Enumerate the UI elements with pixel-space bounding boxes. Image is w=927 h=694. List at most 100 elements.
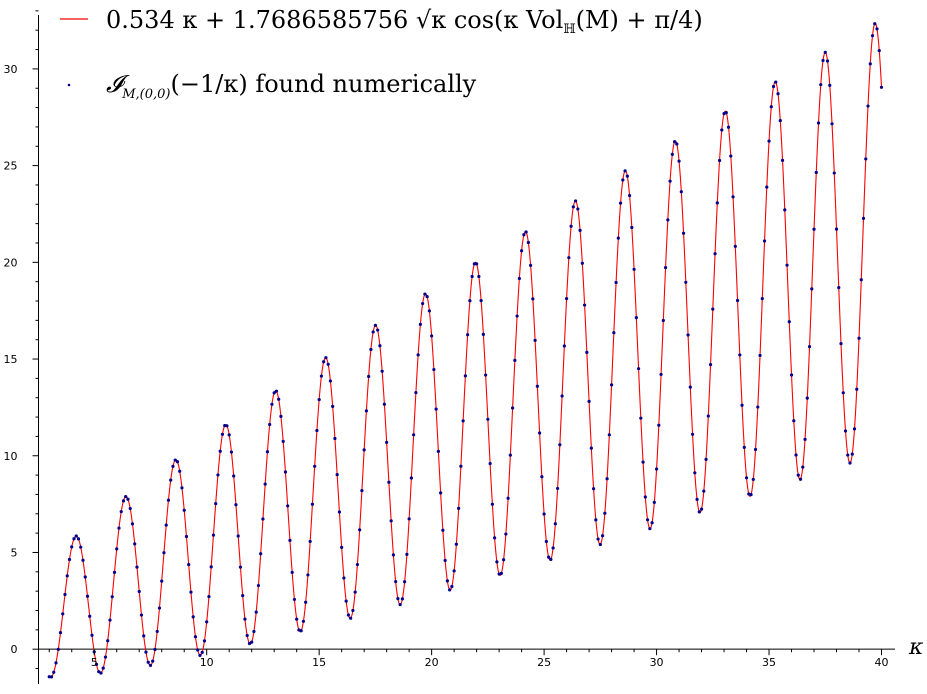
data-point (432, 367, 436, 372)
data-point (169, 478, 173, 482)
x-tick-label: 25 (537, 656, 551, 669)
data-point (205, 620, 209, 624)
y-tick-label: 25 (4, 160, 18, 173)
data-point (103, 655, 108, 659)
data-point (506, 496, 510, 500)
data-point (421, 301, 425, 306)
data-point (776, 92, 780, 96)
data-point (560, 394, 564, 398)
data-point (877, 49, 881, 53)
data-point (843, 429, 848, 433)
data-point (353, 590, 357, 594)
data-point (164, 523, 168, 527)
data-point (290, 570, 294, 574)
data-point (268, 422, 272, 427)
data-point (796, 473, 800, 477)
data-point (324, 356, 328, 360)
data-point (659, 372, 663, 377)
data-point (641, 460, 645, 464)
data-point (569, 224, 573, 228)
data-point (587, 399, 591, 403)
data-point (837, 286, 841, 290)
data-point (362, 448, 366, 452)
data-point (65, 574, 69, 578)
data-point (751, 477, 755, 481)
data-point (88, 614, 92, 618)
data-point (794, 453, 798, 457)
data-point (457, 506, 461, 510)
data-point (812, 227, 816, 231)
data-point (661, 318, 665, 323)
legend-points-label-sub: M,(0,0) (121, 87, 170, 102)
data-point (364, 409, 368, 413)
data-point (780, 158, 785, 162)
data-point (551, 546, 555, 550)
data-point (857, 336, 861, 340)
data-point (225, 424, 229, 428)
data-point (873, 22, 877, 26)
data-point (774, 80, 778, 84)
data-point (220, 432, 225, 436)
data-point (209, 565, 213, 569)
data-point (639, 416, 643, 420)
y-tick-label: 20 (4, 256, 18, 269)
data-point (110, 595, 114, 599)
data-point (263, 482, 267, 486)
data-point (720, 128, 724, 132)
data-point (236, 534, 240, 538)
data-point (744, 476, 749, 480)
data-point (484, 373, 488, 377)
data-point (313, 464, 317, 468)
data-point (288, 538, 292, 542)
data-point (868, 62, 872, 66)
curve-layer (48, 22, 883, 678)
data-point (547, 555, 551, 559)
data-point (153, 647, 157, 652)
data-point (823, 50, 827, 55)
data-point (398, 602, 402, 607)
data-point (832, 171, 836, 175)
data-point (448, 588, 452, 592)
y-tick-label: 0 (11, 643, 18, 656)
data-point (589, 446, 593, 450)
data-point (855, 387, 859, 391)
data-point (319, 374, 324, 378)
data-point (340, 545, 344, 549)
x-tick-label: 5 (91, 656, 98, 669)
data-point (459, 464, 463, 468)
data-point (767, 139, 771, 143)
data-point (259, 552, 263, 556)
data-point (711, 307, 715, 311)
data-point (571, 205, 575, 209)
data-point (373, 323, 377, 327)
data-point (54, 661, 58, 665)
series-curve-line (48, 22, 883, 678)
legend-points-label-tail: (−1/κ) found numerically (171, 70, 477, 98)
data-point (200, 650, 204, 654)
data-point (454, 542, 458, 546)
data-point (328, 379, 333, 383)
data-point (614, 280, 618, 285)
data-point (636, 367, 641, 371)
data-point (207, 594, 211, 599)
data-point (531, 297, 535, 301)
data-point (326, 362, 330, 366)
data-point (445, 579, 449, 583)
data-point (861, 216, 866, 220)
data-point (49, 675, 54, 679)
data-point (376, 328, 380, 332)
data-point (146, 660, 150, 664)
data-point (578, 228, 582, 232)
data-point (337, 510, 342, 514)
data-point (544, 539, 548, 544)
data-point (627, 193, 632, 198)
data-point (405, 552, 409, 556)
data-point (155, 629, 159, 634)
data-point (439, 491, 443, 495)
legend-curve-label: 0.534 κ + 1.7686585756 √κ cos(κ Volℍ(M) … (106, 6, 703, 37)
data-point (738, 353, 742, 357)
data-point (344, 599, 348, 603)
data-point (81, 558, 85, 562)
data-point (67, 557, 72, 562)
data-point (493, 536, 497, 540)
